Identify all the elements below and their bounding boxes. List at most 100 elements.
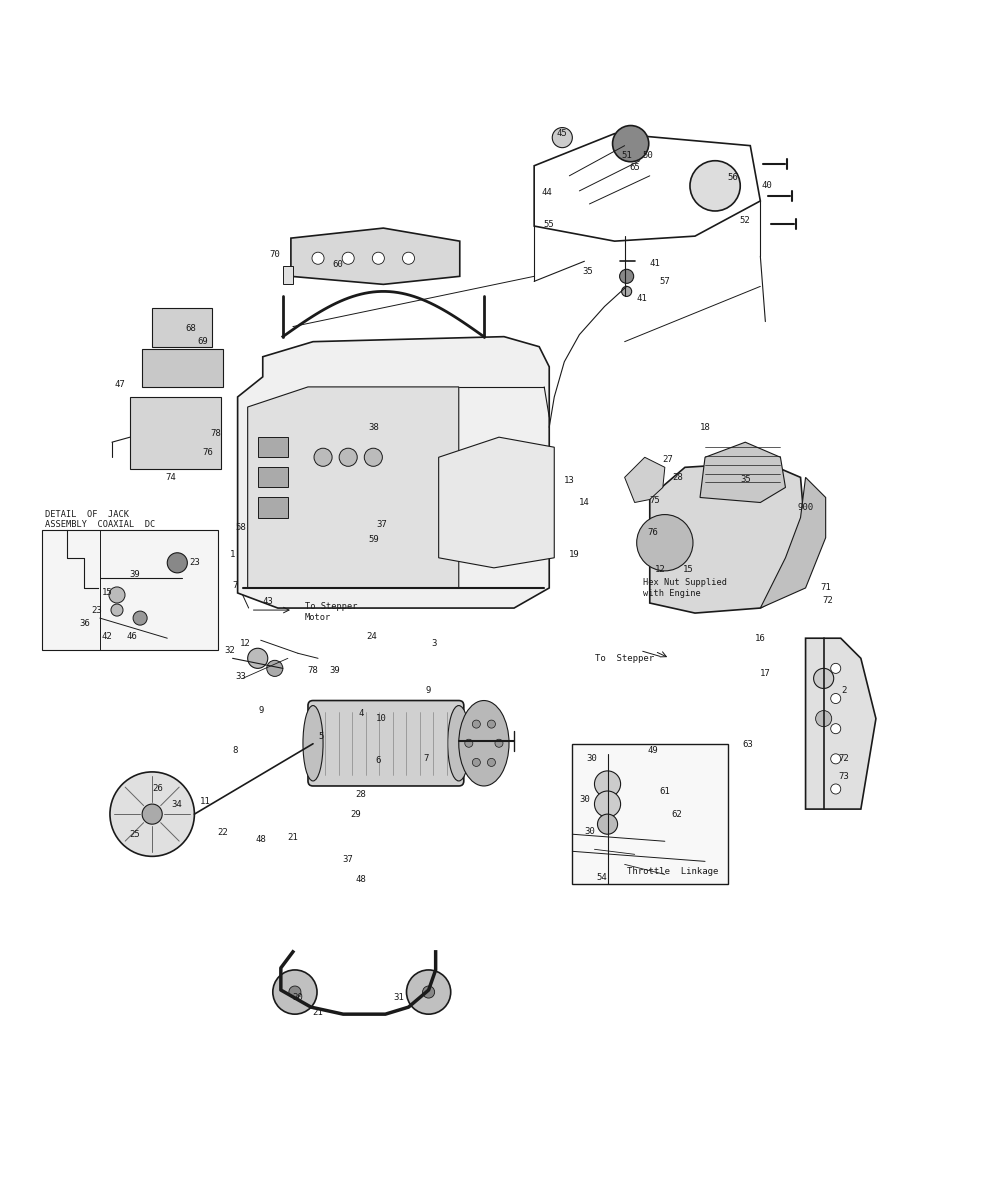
Circle shape <box>495 739 503 748</box>
Bar <box>41 530 218 651</box>
Text: 71: 71 <box>821 584 831 592</box>
Text: 9: 9 <box>258 706 263 715</box>
Circle shape <box>267 660 283 677</box>
Text: 26: 26 <box>152 785 162 793</box>
Text: 6: 6 <box>376 756 381 765</box>
Circle shape <box>831 724 841 733</box>
Text: 72: 72 <box>839 755 849 763</box>
Text: 44: 44 <box>542 189 552 197</box>
Text: 7: 7 <box>232 581 237 591</box>
Text: 17: 17 <box>760 669 771 678</box>
Text: 48: 48 <box>356 875 367 884</box>
Bar <box>573 744 728 885</box>
Circle shape <box>831 694 841 703</box>
Text: 59: 59 <box>368 535 379 544</box>
Text: 1: 1 <box>230 550 235 560</box>
Text: 75: 75 <box>649 496 660 505</box>
Circle shape <box>689 160 740 210</box>
Text: Throttle  Linkage: Throttle Linkage <box>627 867 719 875</box>
Text: 49: 49 <box>647 746 658 756</box>
Ellipse shape <box>448 706 470 781</box>
Circle shape <box>613 126 649 161</box>
Text: 74: 74 <box>165 472 175 482</box>
Circle shape <box>813 669 834 689</box>
Circle shape <box>488 758 496 767</box>
Text: 41: 41 <box>636 294 647 303</box>
Text: 42: 42 <box>102 631 112 641</box>
Text: 32: 32 <box>224 646 235 654</box>
Polygon shape <box>248 386 459 588</box>
Circle shape <box>473 720 481 728</box>
Text: 8: 8 <box>232 746 237 756</box>
Text: 47: 47 <box>115 380 125 390</box>
Text: 3: 3 <box>431 639 436 648</box>
Text: DETAIL  OF  JACK
ASSEMBLY  COAXIAL  DC: DETAIL OF JACK ASSEMBLY COAXIAL DC <box>44 509 155 530</box>
Bar <box>130 397 221 469</box>
Text: 65: 65 <box>629 164 640 172</box>
Text: 37: 37 <box>376 520 387 529</box>
Text: 46: 46 <box>127 631 137 641</box>
Circle shape <box>406 970 451 1014</box>
Text: 39: 39 <box>330 666 341 675</box>
Circle shape <box>167 553 187 573</box>
Circle shape <box>465 739 473 748</box>
Circle shape <box>111 604 123 616</box>
Circle shape <box>364 448 382 466</box>
Text: 16: 16 <box>755 634 766 642</box>
Text: 78: 78 <box>210 428 221 438</box>
Circle shape <box>273 970 318 1014</box>
Circle shape <box>289 986 301 999</box>
Circle shape <box>133 611 147 626</box>
Text: 40: 40 <box>762 182 773 190</box>
Text: 76: 76 <box>202 447 213 457</box>
Bar <box>152 309 213 347</box>
Text: 57: 57 <box>659 276 670 286</box>
Text: 28: 28 <box>672 472 683 482</box>
Text: 12: 12 <box>654 566 665 574</box>
Text: 20: 20 <box>292 993 303 1001</box>
FancyBboxPatch shape <box>308 701 464 786</box>
Text: 5: 5 <box>319 732 324 742</box>
Circle shape <box>110 771 195 856</box>
Text: 30: 30 <box>579 794 590 804</box>
Text: 9: 9 <box>426 687 431 695</box>
Text: 22: 22 <box>217 828 228 837</box>
Text: 37: 37 <box>343 855 354 864</box>
Text: 2: 2 <box>841 687 847 695</box>
Text: 48: 48 <box>255 835 266 843</box>
Text: 56: 56 <box>728 173 739 182</box>
Circle shape <box>312 252 324 264</box>
Text: 70: 70 <box>269 250 280 258</box>
Circle shape <box>622 286 632 297</box>
Text: 58: 58 <box>235 523 246 532</box>
Circle shape <box>342 252 354 264</box>
Text: 29: 29 <box>350 810 361 818</box>
Text: 68: 68 <box>185 324 196 334</box>
Text: 12: 12 <box>240 639 251 648</box>
Circle shape <box>620 269 634 283</box>
Text: 27: 27 <box>662 454 673 464</box>
Text: 31: 31 <box>393 993 404 1001</box>
Text: 50: 50 <box>642 151 653 160</box>
Text: 30: 30 <box>586 755 597 763</box>
Text: 55: 55 <box>544 220 554 228</box>
Text: 19: 19 <box>569 550 580 560</box>
Text: 78: 78 <box>307 666 319 675</box>
Text: 7: 7 <box>423 755 428 763</box>
Circle shape <box>831 753 841 764</box>
Text: 51: 51 <box>621 151 632 160</box>
Circle shape <box>595 791 621 817</box>
Ellipse shape <box>303 706 323 781</box>
Text: 900: 900 <box>797 504 813 512</box>
Circle shape <box>637 514 692 570</box>
Bar <box>142 349 223 386</box>
Text: 76: 76 <box>647 529 658 537</box>
Text: 10: 10 <box>376 714 387 724</box>
Polygon shape <box>534 134 760 242</box>
Text: 62: 62 <box>671 810 682 818</box>
Text: To Stepper
Motor: To Stepper Motor <box>305 603 358 622</box>
Circle shape <box>815 710 832 727</box>
Text: 61: 61 <box>659 787 670 795</box>
Circle shape <box>552 128 573 147</box>
Text: 23: 23 <box>92 605 102 615</box>
